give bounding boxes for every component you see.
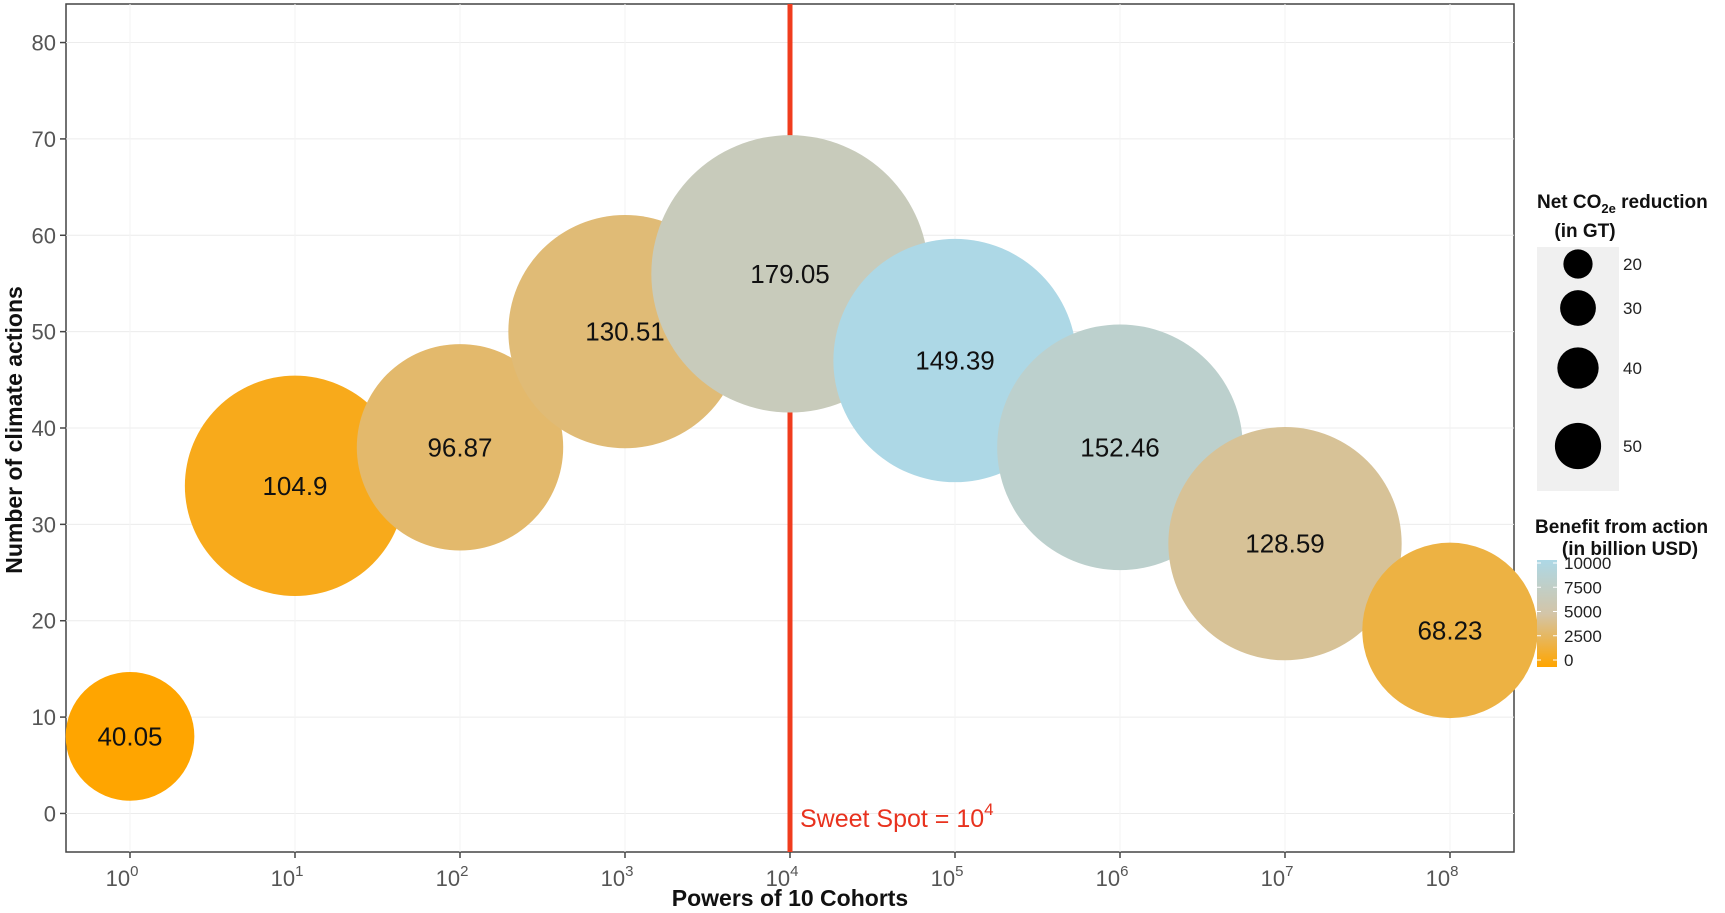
color-legend-label: 7500 — [1564, 578, 1602, 597]
bubble-label: 128.59 — [1245, 529, 1325, 559]
bubble-label: 149.39 — [915, 346, 995, 376]
bubble — [1362, 542, 1538, 719]
bubble — [356, 344, 564, 551]
size-legend-circle — [1557, 347, 1599, 389]
bubble-label: 96.87 — [427, 432, 492, 462]
bubbles: 40.05 104.9 96.87 130.51 179.05 149.39 152.46 1… — [65, 135, 1538, 801]
y-tick-label: 40 — [32, 416, 56, 441]
y-tick-label: 70 — [32, 127, 56, 152]
sweet-spot-label-text: Sweet Spot = 10 — [800, 805, 984, 833]
color-legend-label: 0 — [1564, 651, 1573, 670]
y-tick-label: 60 — [32, 223, 56, 248]
y-tick-label: 10 — [32, 705, 56, 730]
y-tick-label: 30 — [32, 512, 56, 537]
size-legend-title-sub: 2e — [1601, 201, 1615, 216]
color-legend-label: 5000 — [1564, 603, 1602, 622]
size-legend-circle — [1560, 290, 1596, 326]
bubble-label: 40.05 — [97, 721, 162, 751]
size-legend-circle — [1563, 249, 1593, 279]
x-tick-label: 108 — [1426, 863, 1459, 891]
size-legend-title-line2: (in GT) — [1554, 221, 1615, 242]
color-legend-title-line1: Benefit from action — [1535, 517, 1708, 538]
sweet-spot-label-exp: 4 — [984, 800, 993, 819]
x-tick-label: 103 — [601, 863, 634, 891]
x-tick-label: 101 — [271, 863, 304, 891]
y-tick-label: 50 — [32, 320, 56, 345]
bubble-label: 104.9 — [262, 471, 327, 501]
y-tick-label: 20 — [32, 609, 56, 634]
color-legend-label: 10000 — [1564, 554, 1611, 573]
color-legend-bar — [1537, 560, 1557, 667]
y-axis-title: Number of climate actions — [1, 286, 27, 574]
y-tick-label: 80 — [32, 31, 56, 56]
sweet-spot-label: Sweet Spot = 104 — [800, 800, 994, 833]
bubble — [184, 375, 406, 596]
bubble — [65, 672, 195, 801]
size-legend-label: 30 — [1623, 299, 1642, 318]
bubble-label: 130.51 — [585, 317, 665, 347]
x-tick-label: 102 — [436, 863, 469, 891]
size-legend: Net CO2e reduction (in GT) 20 30 40 50 — [1537, 192, 1708, 491]
bubble-label: 68.23 — [1417, 615, 1482, 645]
x-tick-label: 100 — [106, 863, 139, 891]
size-legend-label: 20 — [1623, 255, 1642, 274]
size-legend-label: 50 — [1623, 437, 1642, 456]
bubble — [1168, 426, 1402, 661]
size-legend-circle — [1554, 422, 1602, 470]
color-legend-label: 2500 — [1564, 627, 1602, 646]
x-tick-label: 104 — [766, 863, 799, 891]
size-legend-label: 40 — [1623, 359, 1642, 378]
x-tick-label: 106 — [1096, 863, 1129, 891]
color-legend: Benefit from action (in billion USD) 100… — [1535, 517, 1708, 670]
size-legend-title-b: reduction — [1616, 192, 1708, 213]
size-legend-title-line1: Net CO2e reduction — [1537, 192, 1708, 216]
bubble-label: 179.05 — [750, 259, 830, 289]
size-legend-title-a: Net CO — [1537, 192, 1601, 213]
x-tick-label: 107 — [1261, 863, 1294, 891]
y-tick-label: 0 — [44, 801, 56, 826]
x-tick-label: 105 — [931, 863, 964, 891]
x-axis-title: Powers of 10 Cohorts — [672, 885, 908, 911]
bubble-label: 152.46 — [1080, 432, 1160, 462]
color-legend-title-line2: (in billion USD) — [1562, 539, 1698, 560]
